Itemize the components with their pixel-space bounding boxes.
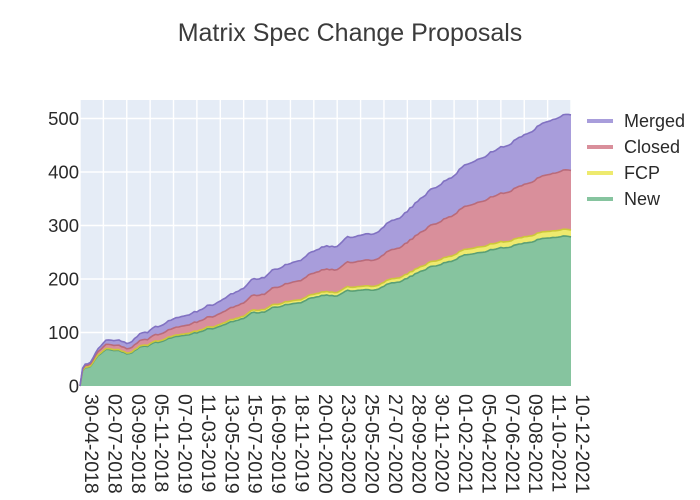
- svg-text:30-11-2020: 30-11-2020: [431, 394, 453, 492]
- svg-text:03-09-2018: 03-09-2018: [127, 394, 149, 494]
- svg-text:16-09-2019: 16-09-2019: [267, 394, 289, 494]
- svg-text:400: 400: [48, 162, 79, 183]
- svg-text:28-09-2020: 28-09-2020: [407, 394, 429, 494]
- svg-text:07-06-2021: 07-06-2021: [501, 394, 523, 494]
- svg-text:30-04-2018: 30-04-2018: [80, 394, 102, 494]
- svg-text:09-08-2021: 09-08-2021: [524, 394, 546, 494]
- svg-text:27-07-2020: 27-07-2020: [384, 394, 406, 494]
- svg-text:500: 500: [48, 108, 79, 129]
- svg-text:07-01-2019: 07-01-2019: [174, 394, 196, 494]
- svg-text:300: 300: [48, 215, 79, 236]
- svg-text:11-03-2019: 11-03-2019: [197, 394, 219, 492]
- svg-text:05-04-2021: 05-04-2021: [477, 394, 499, 494]
- svg-text:10-12-2021: 10-12-2021: [571, 394, 593, 494]
- svg-text:23-03-2020: 23-03-2020: [337, 394, 359, 494]
- svg-text:20-01-2020: 20-01-2020: [314, 394, 336, 494]
- svg-text:11-10-2021: 11-10-2021: [548, 394, 570, 492]
- svg-text:01-02-2021: 01-02-2021: [454, 394, 476, 494]
- svg-text:02-07-2018: 02-07-2018: [103, 394, 125, 494]
- svg-text:200: 200: [48, 269, 79, 290]
- svg-text:100: 100: [48, 322, 79, 343]
- svg-text:15-07-2019: 15-07-2019: [244, 394, 266, 494]
- svg-text:13-05-2019: 13-05-2019: [220, 394, 242, 494]
- svg-text:25-05-2020: 25-05-2020: [361, 394, 383, 494]
- svg-text:05-11-2018: 05-11-2018: [150, 394, 172, 492]
- svg-text:0: 0: [69, 376, 79, 397]
- svg-text:18-11-2019: 18-11-2019: [290, 394, 312, 492]
